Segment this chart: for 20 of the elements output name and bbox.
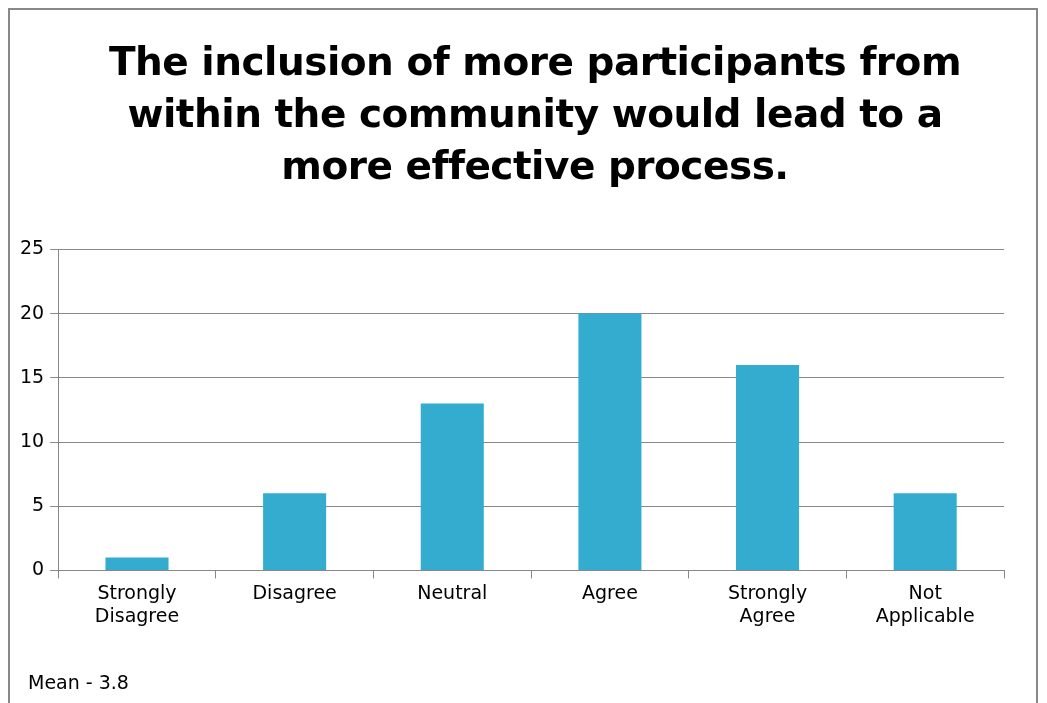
- x-tick-label: Neutral: [417, 580, 488, 603]
- text: Mean - 3.8: [28, 671, 129, 693]
- x-tick-label: Agree: [581, 580, 638, 603]
- bar: [736, 364, 800, 570]
- bar: [578, 313, 642, 570]
- y-tick-label: 5: [32, 493, 45, 516]
- x-tick-label: Strongly Agree: [727, 580, 808, 626]
- bar: [263, 493, 327, 570]
- x-tick-label: Strongly Disagree: [94, 580, 180, 626]
- x-tick-label: Not Applicable: [875, 580, 975, 626]
- bar: [105, 557, 169, 570]
- x-tick-label: Disagree: [252, 580, 337, 603]
- y-tick-label: 15: [19, 364, 45, 387]
- y-tick-label: 0: [32, 557, 45, 580]
- y-tick-label: 25: [19, 236, 45, 259]
- y-tick-label: 20: [19, 300, 45, 323]
- bar: [420, 403, 484, 570]
- chart-title: The inclusion of more participants from within the community would lead to a more effective process.: [107, 38, 963, 190]
- y-tick-label: 10: [19, 428, 45, 451]
- bar: [893, 493, 957, 570]
